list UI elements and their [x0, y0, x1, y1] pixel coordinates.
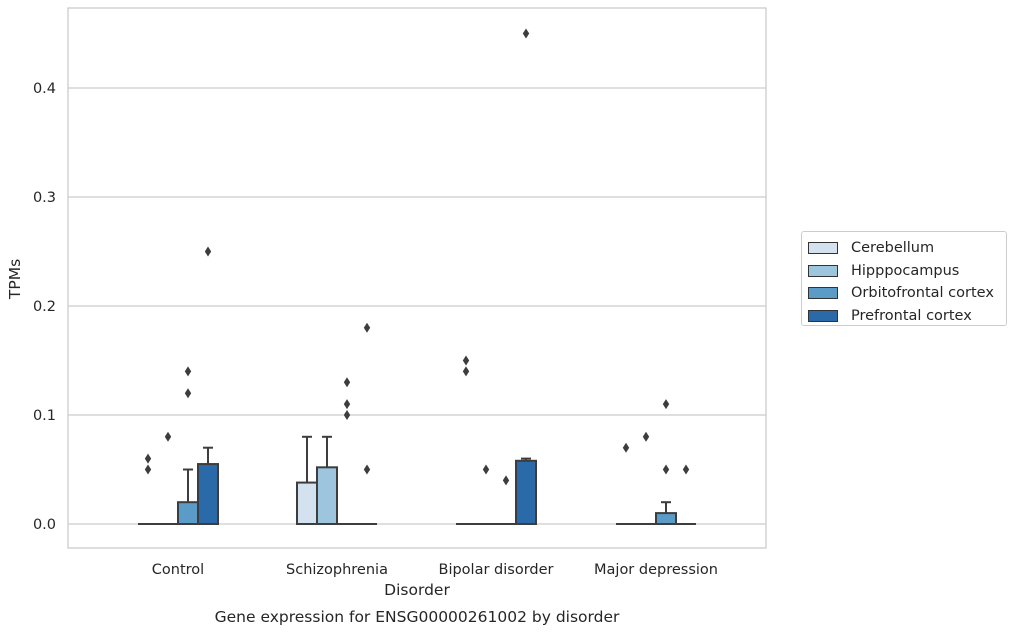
- outlier-point: [462, 366, 470, 377]
- box: [296, 481, 318, 525]
- gridlines: [68, 87, 766, 525]
- outlier-point: [363, 464, 371, 475]
- outlier-point: [502, 475, 510, 486]
- outlier-point: [363, 322, 371, 333]
- outlier-point: [184, 388, 192, 399]
- plot-frame: [67, 7, 767, 549]
- x-tick-label: Control: [152, 562, 204, 578]
- box-hipppocampus: [636, 431, 656, 525]
- outlier-point: [343, 399, 351, 410]
- box-orbitofrontal-cortex: [177, 366, 199, 526]
- outlier-point: [682, 464, 690, 475]
- box-hipppocampus: [316, 435, 338, 526]
- box-cerebellum: [456, 355, 476, 525]
- box-cerebellum: [616, 442, 636, 525]
- y-tick-label: 0.1: [33, 408, 56, 424]
- box-prefrontal-cortex: [515, 28, 537, 525]
- box-hipppocampus: [158, 431, 178, 525]
- outlier-point: [144, 453, 152, 464]
- box-orbitofrontal-cortex: [655, 399, 677, 525]
- legend-label: Orbitofrontal cortex: [851, 285, 994, 302]
- y-tick-label: 0.4: [33, 81, 56, 97]
- chart-title: Gene expression for ENSG00000261002 by d…: [215, 608, 620, 626]
- legend-item: Prefrontal cortex: [808, 305, 1006, 328]
- box-hipppocampus: [476, 464, 496, 525]
- box: [655, 512, 677, 525]
- x-tick-label: Bipolar disorder: [439, 562, 554, 578]
- y-tick-label: 0.2: [33, 299, 56, 315]
- y-tick-label: 0.3: [33, 190, 56, 206]
- outlier-point: [144, 464, 152, 475]
- legend-label: Cerebellum: [851, 240, 935, 257]
- legend-swatch: [808, 264, 838, 277]
- box-cerebellum: [296, 435, 318, 525]
- legend-swatch: [808, 242, 838, 255]
- legend-item: Orbitofrontal cortex: [808, 282, 1006, 305]
- box: [316, 466, 338, 526]
- outlier-point: [184, 366, 192, 377]
- outlier-point: [662, 399, 670, 410]
- box-plot-area: [138, 28, 696, 526]
- legend-swatch: [808, 287, 838, 300]
- outlier-point: [343, 377, 351, 388]
- y-axis-ticks: 0.0 0.1 0.2 0.3 0.4: [33, 81, 56, 533]
- box: [197, 463, 219, 525]
- box: [177, 501, 199, 526]
- box-orbitofrontal-cortex: [496, 475, 516, 525]
- legend-item: Cerebellum: [808, 237, 1006, 260]
- outlier-point: [343, 410, 351, 420]
- outlier-point: [204, 246, 212, 257]
- x-tick-label: Schizophrenia: [286, 562, 388, 578]
- box-orbitofrontal-cortex: [337, 377, 357, 525]
- legend: Cerebellum Hipppocampus Orbitofrontal cort…: [801, 231, 1007, 326]
- legend-label: Hipppocampus: [851, 262, 960, 279]
- outlier-point: [462, 355, 470, 366]
- outlier-point: [522, 28, 530, 39]
- outlier-point: [622, 442, 630, 453]
- legend-swatch: [808, 310, 838, 323]
- outlier-point: [164, 431, 172, 442]
- box-prefrontal-cortex: [357, 322, 377, 525]
- box-cerebellum: [138, 453, 158, 525]
- legend-label: Prefrontal cortex: [851, 308, 972, 325]
- box-prefrontal-cortex: [197, 246, 219, 525]
- outlier-point: [662, 464, 670, 475]
- x-axis-label: Disorder: [384, 581, 450, 599]
- box-prefrontal-cortex: [676, 464, 696, 525]
- y-tick-label: 0.0: [33, 517, 56, 533]
- outlier-point: [642, 431, 650, 442]
- box: [515, 459, 537, 525]
- x-axis-ticks: Control Schizophrenia Bipolar disorder Majo…: [152, 562, 718, 578]
- outlier-point: [482, 464, 490, 475]
- legend-item: Hipppocampus: [808, 260, 1006, 283]
- x-tick-label: Major depression: [594, 562, 718, 578]
- y-axis-label: TPMs: [6, 259, 24, 300]
